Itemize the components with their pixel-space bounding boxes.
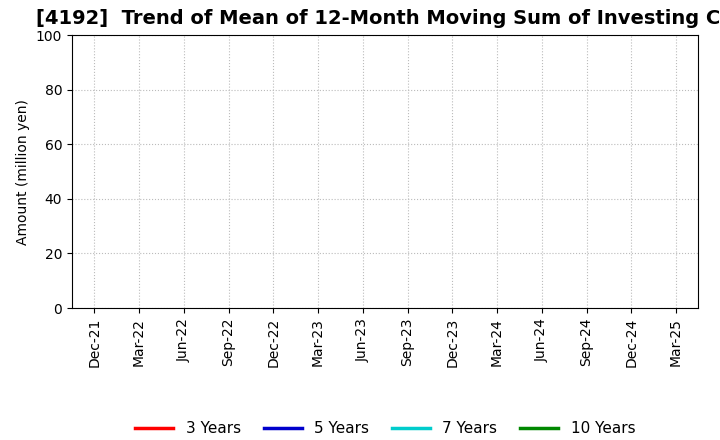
- Title: [4192]  Trend of Mean of 12-Month Moving Sum of Investing CF: [4192] Trend of Mean of 12-Month Moving …: [37, 9, 720, 28]
- Y-axis label: Amount (million yen): Amount (million yen): [17, 99, 30, 245]
- Legend: 3 Years, 5 Years, 7 Years, 10 Years: 3 Years, 5 Years, 7 Years, 10 Years: [129, 415, 642, 440]
